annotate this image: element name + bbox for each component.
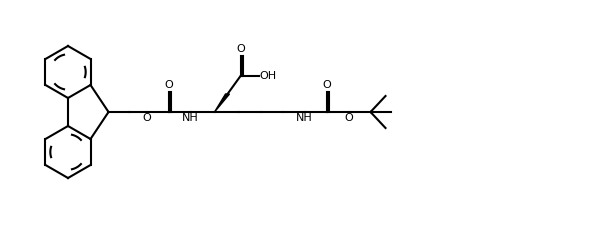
Text: O: O: [344, 113, 353, 123]
Text: O: O: [322, 80, 331, 90]
Text: NH: NH: [296, 113, 313, 123]
Text: OH: OH: [260, 71, 277, 81]
Polygon shape: [215, 94, 229, 112]
Text: O: O: [236, 44, 245, 54]
Text: NH: NH: [182, 113, 199, 123]
Text: O: O: [164, 80, 173, 90]
Text: O: O: [142, 113, 151, 123]
